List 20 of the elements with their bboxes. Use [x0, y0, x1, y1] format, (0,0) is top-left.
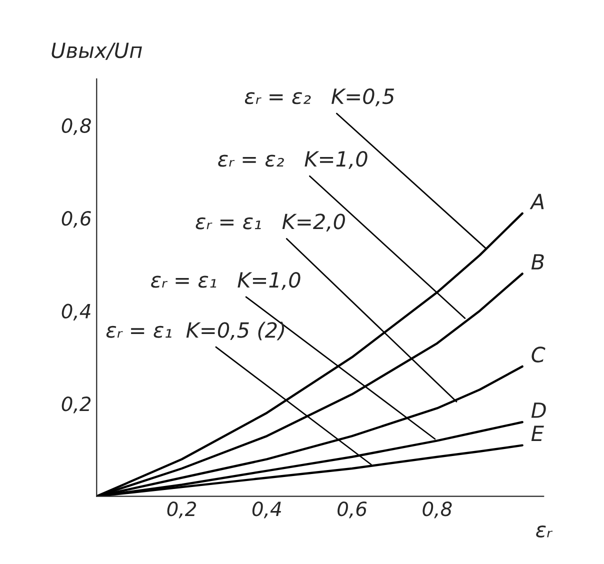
x-tick-label: 0,4 — [252, 502, 281, 518]
x-axis-title: εᵣ — [536, 526, 553, 538]
y-tick-label: 0,4 — [62, 304, 90, 320]
x-tick-label: 0,2 — [167, 502, 196, 518]
x-tick-label: 0,8 — [422, 502, 452, 518]
annotation: εᵣ = ε₁ K=2,0 — [196, 214, 346, 232]
series-label: B — [531, 254, 544, 270]
x-tick-label: 0,6 — [338, 502, 367, 518]
annotation: εᵣ = ε₂ K=1,0 — [218, 150, 368, 169]
series-label: A — [530, 194, 544, 210]
y-tick-label: 0,8 — [62, 118, 91, 135]
y-axis-title: Uвых/Uп — [52, 42, 142, 60]
annotation: εᵣ = ε₁ K=0,5 (2) — [106, 322, 284, 340]
annotation: εᵣ = ε₂ K=0,5 — [244, 88, 394, 106]
series-label: D — [531, 402, 546, 418]
annotation: εᵣ = ε₁ K=1,0 — [151, 272, 300, 290]
series-label: C — [532, 346, 546, 362]
series-label: E — [531, 426, 544, 441]
y-tick-label: 0,2 — [62, 396, 91, 414]
y-tick-label: 0,6 — [62, 211, 91, 228]
